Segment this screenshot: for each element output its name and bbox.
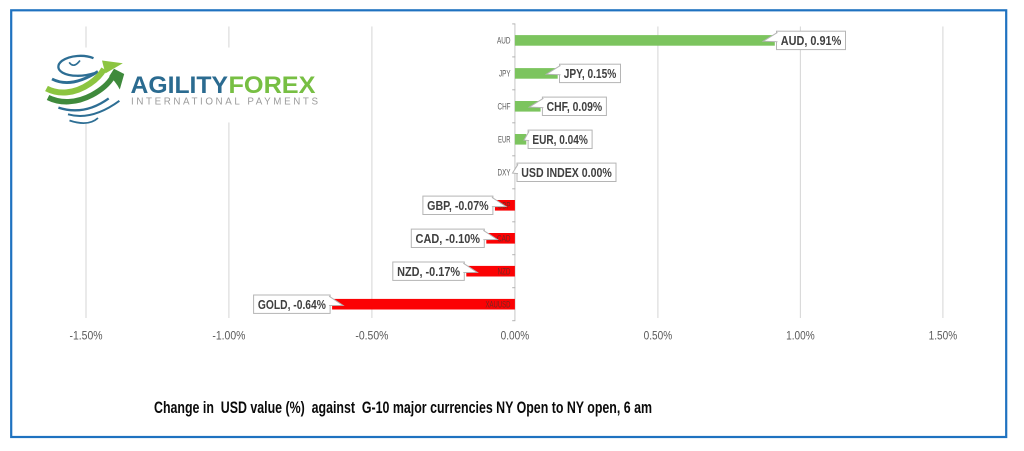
svg-text:CAD, -0.10%: CAD, -0.10% bbox=[416, 231, 481, 246]
svg-text:-1.00%: -1.00% bbox=[212, 329, 245, 343]
svg-text:USD INDEX 0.00%: USD INDEX 0.00% bbox=[521, 165, 612, 180]
svg-text:JPY: JPY bbox=[499, 69, 511, 79]
svg-text:0.50%: 0.50% bbox=[644, 329, 673, 343]
svg-text:XAUUSD: XAUUSD bbox=[486, 299, 511, 309]
svg-text:Change in USD value (%) agai: Change in USD value (%) against G-10 maj… bbox=[154, 398, 652, 417]
svg-text:GBP, -0.07%: GBP, -0.07% bbox=[427, 198, 489, 213]
svg-text:1.50%: 1.50% bbox=[929, 329, 958, 343]
svg-text:JPY, 0.15%: JPY, 0.15% bbox=[564, 66, 617, 81]
svg-text:GOLD, -0.64%: GOLD, -0.64% bbox=[258, 297, 326, 312]
svg-text:CAD: CAD bbox=[497, 233, 511, 243]
svg-text:1.00%: 1.00% bbox=[786, 329, 815, 343]
svg-text:-0.50%: -0.50% bbox=[355, 329, 388, 343]
svg-text:AUD, 0.91%: AUD, 0.91% bbox=[781, 33, 842, 48]
svg-text:EUR, 0.04%: EUR, 0.04% bbox=[532, 132, 588, 147]
svg-text:FOREX: FOREX bbox=[229, 72, 317, 99]
svg-text:CHF: CHF bbox=[498, 101, 511, 111]
svg-text:CHF, 0.09%: CHF, 0.09% bbox=[547, 99, 603, 114]
svg-text:AGILITY: AGILITY bbox=[131, 72, 229, 99]
svg-text:EUR: EUR bbox=[498, 134, 511, 144]
svg-text:DXY: DXY bbox=[498, 167, 511, 177]
svg-text:NZD, -0.17%: NZD, -0.17% bbox=[397, 264, 460, 279]
svg-text:NZD: NZD bbox=[498, 266, 511, 276]
svg-text:INTERNATIONAL PAYMENTS: INTERNATIONAL PAYMENTS bbox=[131, 97, 318, 108]
svg-text:-1.50%: -1.50% bbox=[70, 329, 103, 343]
svg-text:0.00%: 0.00% bbox=[501, 329, 530, 343]
svg-text:AUD: AUD bbox=[497, 36, 511, 46]
